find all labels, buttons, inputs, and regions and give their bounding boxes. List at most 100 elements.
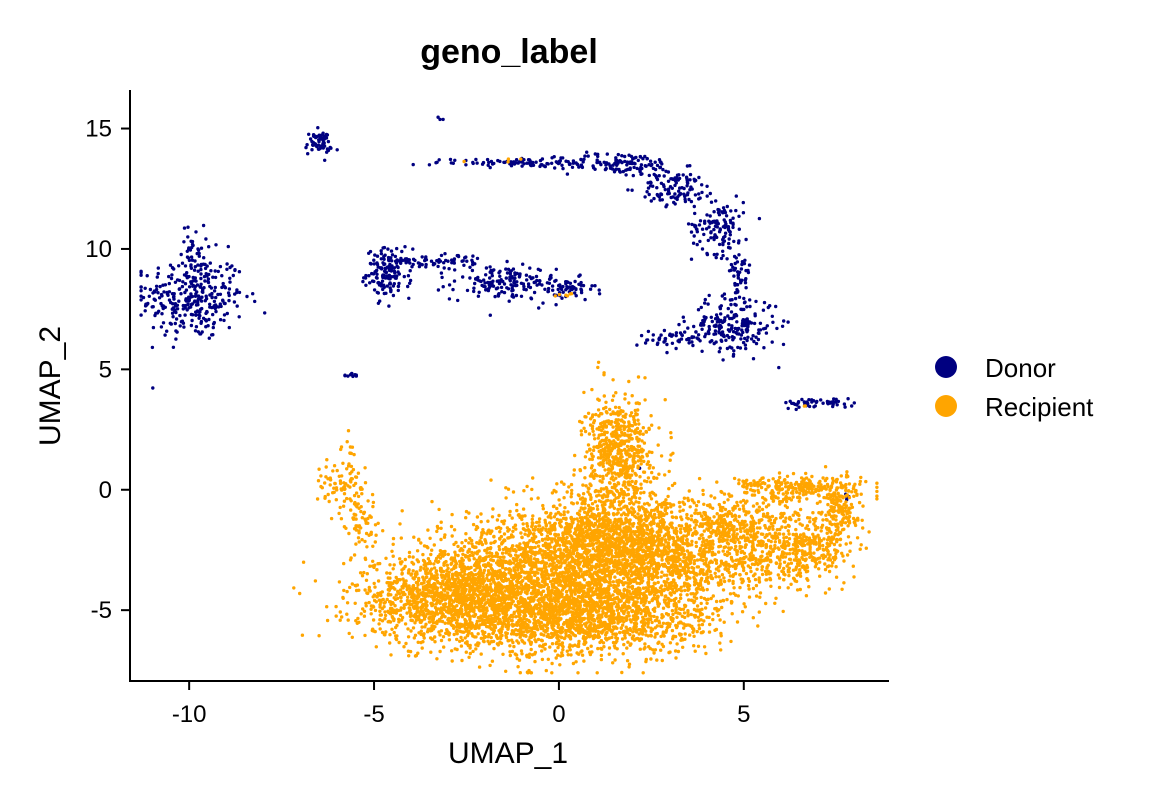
data-point bbox=[235, 304, 239, 308]
data-point bbox=[714, 255, 718, 260]
data-point bbox=[389, 586, 393, 590]
data-point bbox=[481, 563, 486, 567]
data-point bbox=[426, 546, 430, 550]
data-point bbox=[595, 158, 599, 162]
data-point bbox=[652, 196, 656, 201]
data-point bbox=[527, 161, 531, 165]
data-point bbox=[432, 614, 437, 618]
data-point bbox=[459, 574, 464, 578]
data-point bbox=[196, 300, 200, 304]
data-point bbox=[425, 603, 429, 608]
data-point bbox=[415, 588, 420, 592]
data-point bbox=[494, 526, 499, 530]
data-point bbox=[439, 569, 444, 574]
data-point bbox=[139, 269, 143, 273]
data-point bbox=[378, 605, 382, 609]
data-point bbox=[199, 282, 203, 286]
data-point bbox=[835, 403, 839, 407]
data-point bbox=[541, 526, 545, 530]
data-point bbox=[550, 284, 555, 288]
data-point bbox=[159, 301, 163, 306]
data-point bbox=[367, 585, 371, 590]
data-point bbox=[153, 290, 157, 294]
data-point bbox=[651, 333, 655, 337]
data-point bbox=[669, 195, 673, 200]
data-point bbox=[511, 529, 515, 533]
data-point bbox=[350, 582, 354, 586]
data-point bbox=[467, 511, 471, 515]
data-point bbox=[572, 285, 576, 290]
data-point bbox=[738, 346, 743, 350]
data-point bbox=[746, 325, 750, 329]
data-point bbox=[501, 652, 505, 656]
data-point bbox=[464, 516, 468, 520]
data-point bbox=[357, 540, 361, 544]
data-point bbox=[613, 168, 617, 172]
data-point bbox=[325, 605, 329, 609]
data-point bbox=[686, 326, 690, 330]
data-point bbox=[317, 634, 321, 638]
data-point bbox=[417, 264, 422, 269]
data-point bbox=[449, 598, 453, 602]
data-point bbox=[496, 158, 500, 163]
data-point bbox=[524, 273, 529, 277]
series-donor bbox=[139, 115, 856, 502]
data-point bbox=[522, 564, 526, 568]
data-point bbox=[197, 254, 201, 258]
data-point bbox=[726, 225, 731, 229]
data-point bbox=[253, 299, 257, 304]
data-point bbox=[332, 464, 337, 468]
data-point bbox=[481, 639, 486, 643]
data-point bbox=[639, 163, 644, 167]
data-point bbox=[554, 303, 558, 307]
data-point bbox=[411, 583, 416, 588]
data-point bbox=[518, 671, 522, 675]
data-point bbox=[442, 645, 446, 649]
data-point bbox=[449, 161, 453, 165]
data-point bbox=[151, 325, 156, 330]
data-point bbox=[392, 630, 396, 635]
data-point bbox=[346, 374, 350, 378]
data-point bbox=[346, 429, 351, 433]
data-point bbox=[449, 524, 454, 529]
data-point bbox=[538, 279, 542, 283]
data-point bbox=[625, 163, 629, 167]
data-point bbox=[409, 629, 413, 633]
data-point bbox=[196, 263, 200, 267]
data-point bbox=[407, 586, 411, 590]
data-point bbox=[558, 548, 562, 552]
data-point bbox=[756, 337, 761, 342]
data-point bbox=[456, 544, 460, 549]
data-point bbox=[708, 214, 712, 218]
data-point bbox=[354, 524, 358, 528]
data-point bbox=[375, 262, 380, 267]
data-point bbox=[498, 555, 502, 560]
data-point bbox=[352, 452, 356, 457]
data-point bbox=[373, 270, 377, 274]
data-point bbox=[693, 193, 698, 197]
data-point bbox=[227, 293, 231, 298]
data-point bbox=[554, 160, 558, 164]
data-point bbox=[205, 274, 209, 278]
data-point bbox=[432, 566, 437, 570]
data-point bbox=[508, 277, 512, 282]
data-point bbox=[673, 202, 677, 206]
data-point bbox=[721, 206, 726, 210]
data-point bbox=[706, 238, 710, 243]
data-point bbox=[477, 556, 482, 560]
data-point bbox=[439, 520, 443, 524]
data-point bbox=[439, 638, 444, 643]
data-point bbox=[395, 246, 399, 251]
data-point bbox=[758, 321, 763, 325]
data-point bbox=[643, 154, 647, 159]
data-point bbox=[183, 264, 188, 268]
data-point bbox=[227, 287, 232, 291]
data-point bbox=[574, 660, 578, 664]
data-point bbox=[371, 559, 375, 563]
data-point bbox=[464, 163, 468, 167]
data-point bbox=[436, 559, 441, 564]
data-point bbox=[699, 305, 703, 310]
data-point bbox=[417, 576, 421, 581]
data-point bbox=[160, 294, 164, 298]
data-point bbox=[173, 280, 178, 284]
